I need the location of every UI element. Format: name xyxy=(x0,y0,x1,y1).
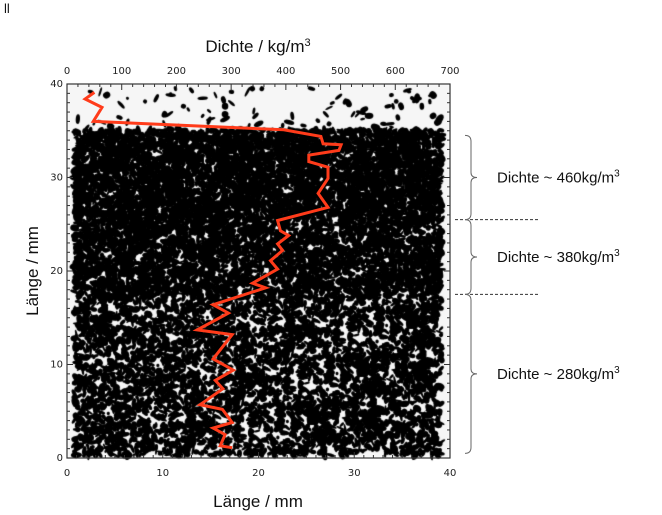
curly-brace xyxy=(464,134,478,221)
plot-frame xyxy=(66,83,451,459)
top-tick-label: 200 xyxy=(167,66,186,77)
bottom-tick-label: 20 xyxy=(252,468,265,479)
density-annotation: Dichte ~ 380kg/m3 xyxy=(497,248,620,266)
curly-brace xyxy=(464,219,478,295)
bottom-tick-label: 40 xyxy=(444,468,457,479)
left-tick-label: 40 xyxy=(50,79,63,90)
top-tick-label: 500 xyxy=(331,66,350,77)
density-annotation: Dichte ~ 460kg/m3 xyxy=(497,169,620,187)
bottom-tick-label: 10 xyxy=(156,468,169,479)
bottom-tick-label: 30 xyxy=(348,468,361,479)
left-tick-label: 10 xyxy=(50,360,63,371)
top-tick-label: 0 xyxy=(64,66,70,77)
curly-brace xyxy=(464,293,478,454)
top-tick-label: 700 xyxy=(440,66,459,77)
left-axis-title: Länge / mm xyxy=(23,226,42,316)
top-tick-label: 600 xyxy=(386,66,405,77)
series-layer xyxy=(82,91,344,450)
left-tick-label: 20 xyxy=(50,266,63,277)
left-tick-label: 0 xyxy=(57,453,63,464)
density-profile-line xyxy=(82,91,344,450)
corner-mark: ll xyxy=(4,1,10,16)
top-tick-label: 100 xyxy=(112,66,131,77)
annotation-layer: Dichte ~ 460kg/m3 Dichte ~ 380kg/m3 Dichte… xyxy=(455,134,620,454)
top-tick-label: 400 xyxy=(276,66,295,77)
bottom-axis-title: Länge / mm xyxy=(213,492,303,511)
bottom-tick-label: 0 xyxy=(64,468,70,479)
top-axis-title: Dichte / kg/m3 xyxy=(205,37,310,56)
density-annotation: Dichte ~ 280kg/m3 xyxy=(497,365,620,383)
left-tick-label: 30 xyxy=(50,173,63,184)
top-tick-label: 300 xyxy=(222,66,241,77)
